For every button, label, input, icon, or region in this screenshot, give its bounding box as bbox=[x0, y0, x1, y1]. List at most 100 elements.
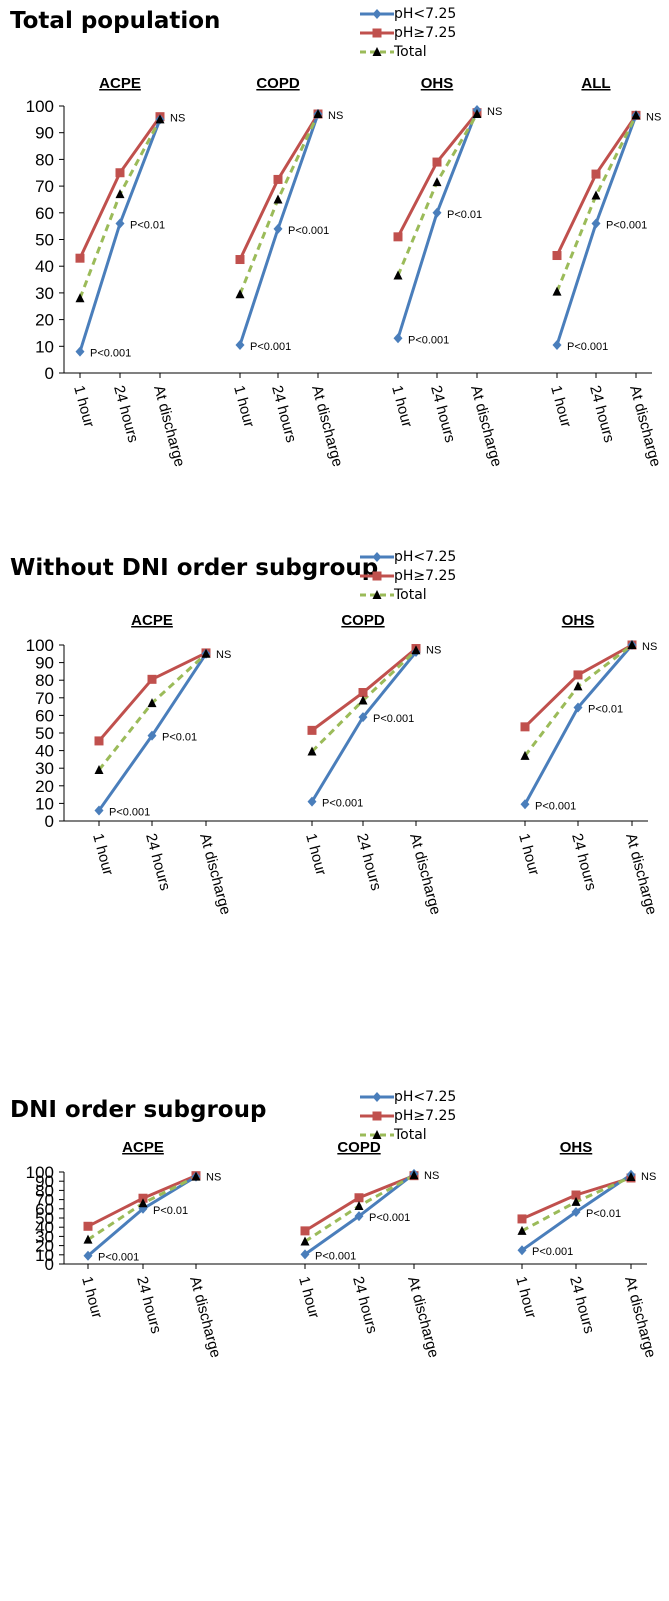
y-tick-label: 90 bbox=[35, 1172, 54, 1191]
significance-label: NS bbox=[641, 1171, 656, 1183]
series-line bbox=[97, 652, 208, 771]
legend-marker bbox=[372, 28, 382, 37]
series-line bbox=[238, 113, 320, 295]
y-tick-label: 100 bbox=[26, 636, 54, 655]
significance-label: P<0.001 bbox=[567, 341, 608, 353]
y-tick-label: 10 bbox=[35, 794, 54, 813]
x-tick-label: 24 hours bbox=[566, 1275, 598, 1336]
x-tick-label: 1 hour bbox=[512, 1275, 539, 1320]
significance-label: P<0.01 bbox=[162, 732, 197, 744]
x-tick-label: At discharge bbox=[196, 832, 234, 917]
x-tick-label: 24 hours bbox=[586, 384, 618, 445]
legend: pH<7.25 pH≥7.25 Total bbox=[360, 1087, 456, 1144]
data-point bbox=[591, 218, 601, 229]
legend-marker bbox=[372, 46, 382, 56]
data-point bbox=[631, 110, 641, 120]
legend-marker bbox=[372, 1091, 382, 1102]
group-label: OHS bbox=[562, 612, 595, 629]
data-point bbox=[571, 1190, 581, 1200]
legend-item: pH<7.25 bbox=[360, 1087, 456, 1106]
group-label: COPD bbox=[341, 612, 385, 629]
legend-item: Total bbox=[360, 585, 456, 604]
data-point bbox=[147, 730, 157, 741]
x-tick-label: 1 hour bbox=[547, 384, 574, 429]
data-point bbox=[393, 333, 403, 344]
significance-label: P<0.01 bbox=[588, 703, 623, 715]
x-tick-label: 1 hour bbox=[230, 384, 257, 429]
legend: pH<7.25 pH≥7.25 Total bbox=[360, 547, 456, 604]
x-tick-label: At discharge bbox=[622, 832, 660, 917]
significance-label: NS bbox=[646, 111, 661, 123]
y-tick-label: 30 bbox=[35, 759, 54, 778]
data-point bbox=[273, 194, 283, 204]
data-point bbox=[573, 670, 583, 680]
y-tick-label: 80 bbox=[35, 150, 54, 169]
y-tick-label: 90 bbox=[35, 124, 54, 143]
data-point bbox=[191, 1171, 201, 1181]
x-tick-label: At discharge bbox=[406, 832, 444, 917]
data-point bbox=[115, 218, 125, 229]
group-label: OHS bbox=[421, 75, 454, 92]
significance-label: NS bbox=[487, 106, 502, 118]
data-point bbox=[571, 1207, 581, 1218]
data-point bbox=[393, 270, 403, 280]
significance-label: P<0.01 bbox=[130, 219, 165, 231]
x-tick-label: 1 hour bbox=[302, 832, 329, 877]
significance-label: NS bbox=[328, 110, 343, 122]
y-tick-label: 50 bbox=[35, 1209, 54, 1228]
legend-swatch bbox=[360, 551, 394, 562]
x-tick-label: At discharge bbox=[150, 384, 188, 469]
y-tick-label: 40 bbox=[35, 257, 54, 276]
data-point bbox=[75, 346, 85, 357]
x-tick-label: At discharge bbox=[467, 384, 505, 469]
significance-label: P<0.001 bbox=[532, 1246, 573, 1258]
significance-label: NS bbox=[216, 649, 231, 661]
x-tick-label: 24 hours bbox=[568, 832, 600, 893]
data-point bbox=[75, 253, 85, 263]
significance-label: P<0.001 bbox=[322, 798, 363, 810]
data-point bbox=[358, 695, 368, 705]
significance-label: P<0.001 bbox=[606, 219, 647, 231]
group-label: ACPE bbox=[122, 1139, 164, 1156]
legend-item: pH<7.25 bbox=[360, 547, 456, 566]
x-tick-label: At discharge bbox=[626, 384, 664, 469]
y-tick-label: 50 bbox=[35, 724, 54, 743]
x-tick-label: At discharge bbox=[404, 1275, 442, 1360]
group-label: ACPE bbox=[99, 75, 141, 92]
data-point bbox=[432, 177, 442, 187]
legend-swatch bbox=[360, 8, 394, 19]
data-point bbox=[273, 223, 283, 234]
significance-label: P<0.01 bbox=[447, 209, 482, 221]
data-point bbox=[591, 169, 601, 179]
significance-label: NS bbox=[206, 1172, 221, 1184]
legend-marker bbox=[372, 571, 382, 580]
legend-label: pH<7.25 bbox=[394, 1088, 457, 1105]
data-point bbox=[571, 1196, 581, 1206]
data-point bbox=[307, 725, 317, 735]
legend-item: pH≥7.25 bbox=[360, 566, 456, 585]
significance-label: NS bbox=[170, 113, 185, 125]
data-point bbox=[83, 1234, 93, 1244]
y-tick-label: 60 bbox=[35, 204, 54, 223]
data-point bbox=[626, 1172, 636, 1182]
x-tick-label: 1 hour bbox=[515, 832, 542, 877]
data-point bbox=[627, 640, 637, 649]
legend-label: Total bbox=[394, 1126, 427, 1143]
data-point bbox=[432, 207, 442, 218]
y-tick-label: 70 bbox=[35, 177, 54, 196]
data-point bbox=[115, 189, 125, 199]
chart-title: Without DNI order subgroup bbox=[10, 555, 379, 581]
group-label: OHS bbox=[560, 1139, 593, 1156]
legend-item: pH<7.25 bbox=[360, 4, 456, 23]
legend-swatch bbox=[360, 46, 394, 56]
legend-item: pH≥7.25 bbox=[360, 23, 456, 42]
legend-marker bbox=[372, 1129, 382, 1139]
legend-swatch bbox=[360, 1129, 394, 1139]
significance-label: P<0.001 bbox=[373, 713, 414, 725]
data-point bbox=[138, 1198, 148, 1208]
data-point bbox=[520, 799, 530, 810]
data-point bbox=[517, 1214, 527, 1224]
significance-label: NS bbox=[426, 645, 441, 657]
